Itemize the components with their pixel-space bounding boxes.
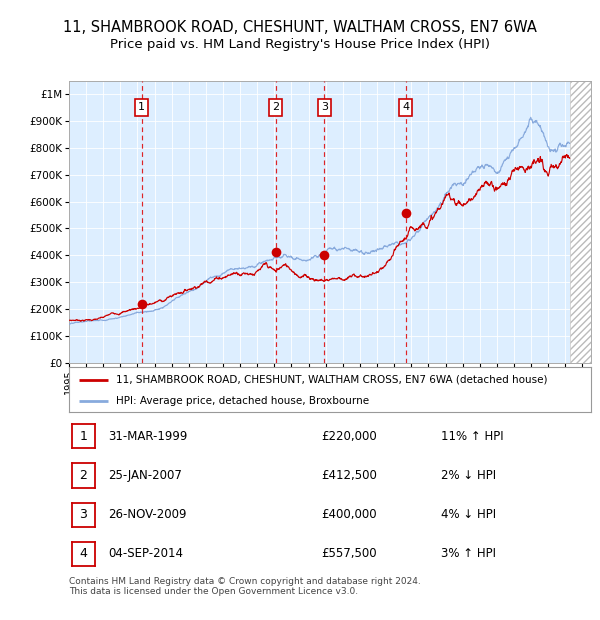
- Text: £557,500: £557,500: [321, 547, 377, 560]
- Text: 2: 2: [79, 469, 88, 482]
- Text: £220,000: £220,000: [321, 430, 377, 443]
- Bar: [569, 81, 591, 363]
- Text: 11, SHAMBROOK ROAD, CHESHUNT, WALTHAM CROSS, EN7 6WA: 11, SHAMBROOK ROAD, CHESHUNT, WALTHAM CR…: [63, 20, 537, 35]
- Text: 4: 4: [79, 547, 88, 560]
- Text: 3: 3: [79, 508, 88, 521]
- Text: 2: 2: [272, 102, 280, 112]
- Text: 3: 3: [321, 102, 328, 112]
- Text: 1: 1: [138, 102, 145, 112]
- Text: 25-JAN-2007: 25-JAN-2007: [108, 469, 182, 482]
- Text: 4% ↓ HPI: 4% ↓ HPI: [441, 508, 496, 521]
- Text: 2% ↓ HPI: 2% ↓ HPI: [441, 469, 496, 482]
- Text: £400,000: £400,000: [321, 508, 377, 521]
- Bar: [569, 81, 591, 363]
- Text: 1: 1: [79, 430, 88, 443]
- Text: £412,500: £412,500: [321, 469, 377, 482]
- Text: 04-SEP-2014: 04-SEP-2014: [108, 547, 183, 560]
- Text: 3% ↑ HPI: 3% ↑ HPI: [441, 547, 496, 560]
- Text: HPI: Average price, detached house, Broxbourne: HPI: Average price, detached house, Brox…: [116, 396, 369, 406]
- Text: 31-MAR-1999: 31-MAR-1999: [108, 430, 187, 443]
- Text: Contains HM Land Registry data © Crown copyright and database right 2024.
This d: Contains HM Land Registry data © Crown c…: [69, 577, 421, 596]
- Text: 4: 4: [402, 102, 409, 112]
- Text: 11% ↑ HPI: 11% ↑ HPI: [441, 430, 503, 443]
- Text: Price paid vs. HM Land Registry's House Price Index (HPI): Price paid vs. HM Land Registry's House …: [110, 38, 490, 51]
- Text: 26-NOV-2009: 26-NOV-2009: [108, 508, 187, 521]
- Text: 11, SHAMBROOK ROAD, CHESHUNT, WALTHAM CROSS, EN7 6WA (detached house): 11, SHAMBROOK ROAD, CHESHUNT, WALTHAM CR…: [116, 374, 547, 385]
